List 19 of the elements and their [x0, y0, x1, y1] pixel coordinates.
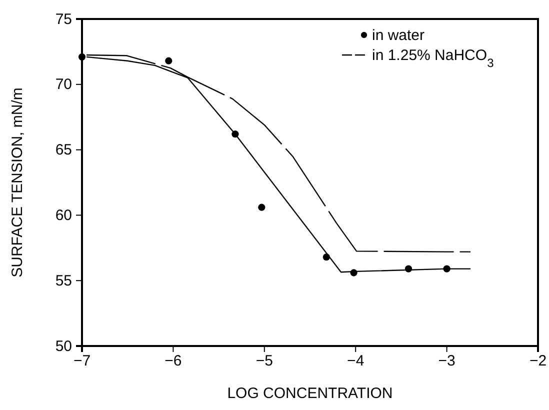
x-tick-label: −3: [438, 352, 456, 370]
y-tick-label: 60: [55, 207, 72, 224]
x-tick-label: −2: [529, 352, 547, 370]
y-axis-title: SURFACE TENSION, mN/m: [9, 88, 26, 278]
x-tick-label: −7: [73, 352, 91, 370]
y-tick-label: 75: [55, 10, 72, 28]
x-axis-title: LOG CONCENTRATION: [227, 385, 393, 402]
point: [258, 204, 266, 211]
x-tick-label: −5: [256, 352, 273, 370]
y-tick-label: 70: [55, 76, 72, 94]
y-tick-label: 50: [55, 338, 72, 355]
legend-label: in 1.25% NaHCO$_{3}$: [372, 47, 494, 70]
x-tick-label: −6: [164, 352, 182, 370]
y-tick-label: 55: [55, 272, 72, 290]
point: [78, 53, 86, 60]
y-tick-label: 65: [55, 142, 72, 159]
x-tick-label: −4: [347, 352, 364, 370]
point: [165, 57, 172, 64]
legend-label: in water: [372, 27, 425, 44]
